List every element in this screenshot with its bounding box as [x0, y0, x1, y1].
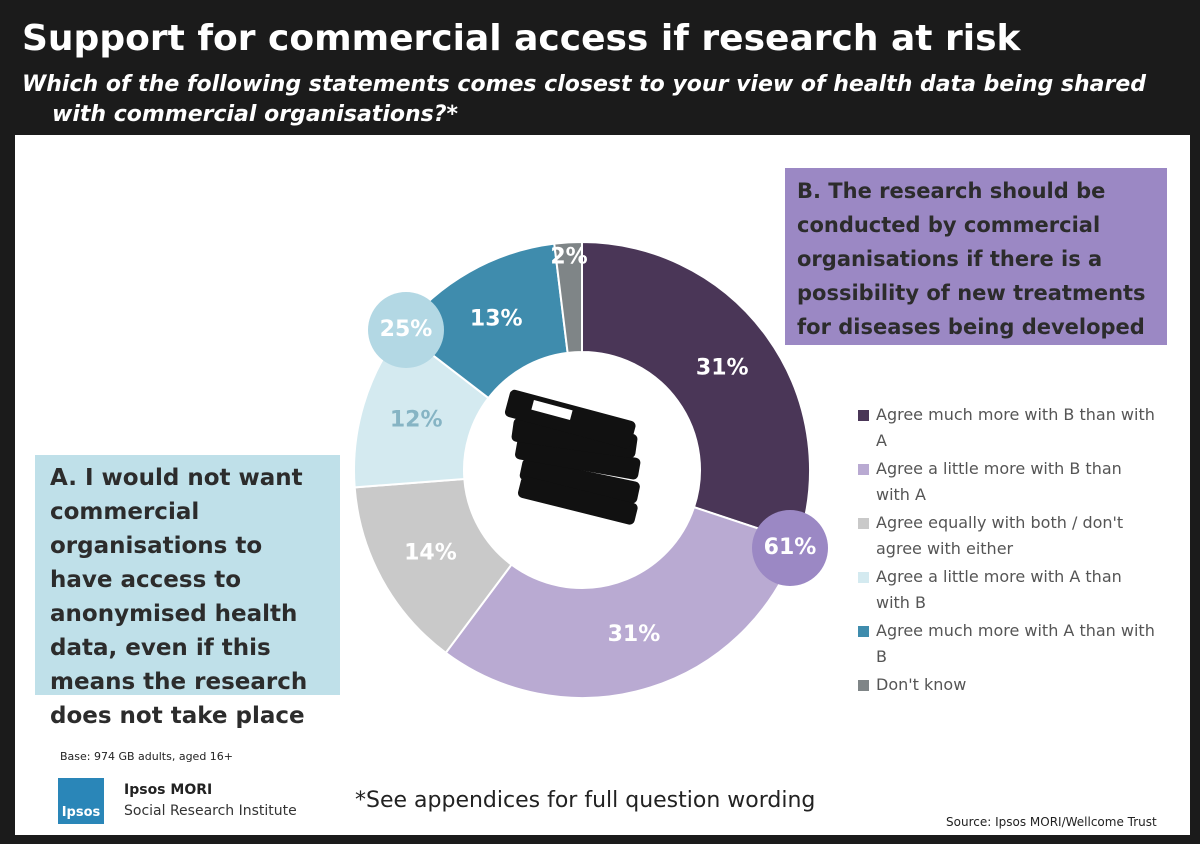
slice-label: 31%	[696, 356, 749, 381]
donut-slice	[581, 240, 811, 544]
legend-label: Agree much more with B than with A	[876, 405, 1155, 450]
legend: Agree much more with B than with A Agree …	[858, 402, 1158, 726]
legend-swatch	[858, 626, 869, 637]
legend-item: Agree a little more with B than with A	[858, 456, 1158, 510]
statement-a: A. I would not want commercial organisat…	[35, 455, 340, 729]
slice-label: 12%	[390, 408, 443, 433]
slice-label: 2%	[550, 244, 587, 269]
callout-badge	[368, 292, 444, 368]
donut-slice	[553, 240, 583, 354]
legend-item: Agree much more with A than with B	[858, 618, 1158, 672]
books-icon	[504, 389, 641, 525]
legend-label: Don't know	[876, 675, 967, 694]
source: Source: Ipsos MORI/Wellcome Trust	[946, 815, 1157, 829]
legend-label: Agree a little more with A than with B	[876, 567, 1122, 612]
logo: Ipsos	[58, 778, 104, 824]
org-sub: Social Research Institute	[124, 803, 297, 819]
legend-swatch	[858, 518, 869, 529]
statement-b: B. The research should be conducted by c…	[785, 168, 1167, 345]
callout-badge	[752, 510, 828, 586]
callout-label: 61%	[764, 535, 817, 560]
legend-item: Agree much more with B than with A	[858, 402, 1158, 456]
legend-label: Agree a little more with B than with A	[876, 459, 1122, 504]
slice-label: 31%	[608, 622, 661, 647]
slice-label: 13%	[470, 307, 523, 332]
legend-label: Agree much more with A than with B	[876, 621, 1155, 666]
title: Support for commercial access if researc…	[22, 18, 1021, 59]
legend-swatch	[858, 680, 869, 691]
legend-item: Agree a little more with A than with B	[858, 564, 1158, 618]
slice-label: 14%	[404, 540, 457, 565]
donut-slice	[444, 505, 800, 699]
legend-label: Agree equally with both / don't agree wi…	[876, 513, 1124, 558]
legend-item: Agree equally with both / don't agree wi…	[858, 510, 1158, 564]
footnote: *See appendices for full question wordin…	[355, 788, 816, 813]
callout-label: 25%	[380, 317, 433, 342]
subtitle: Which of the following statements comes …	[22, 72, 1147, 127]
legend-item: Don't know	[858, 672, 1158, 726]
legend-swatch	[858, 464, 869, 475]
legend-swatch	[858, 572, 869, 583]
org: Ipsos MORI	[124, 782, 213, 798]
base-note: Base: 974 GB adults, aged 16+	[60, 750, 234, 763]
legend-swatch	[858, 410, 869, 421]
